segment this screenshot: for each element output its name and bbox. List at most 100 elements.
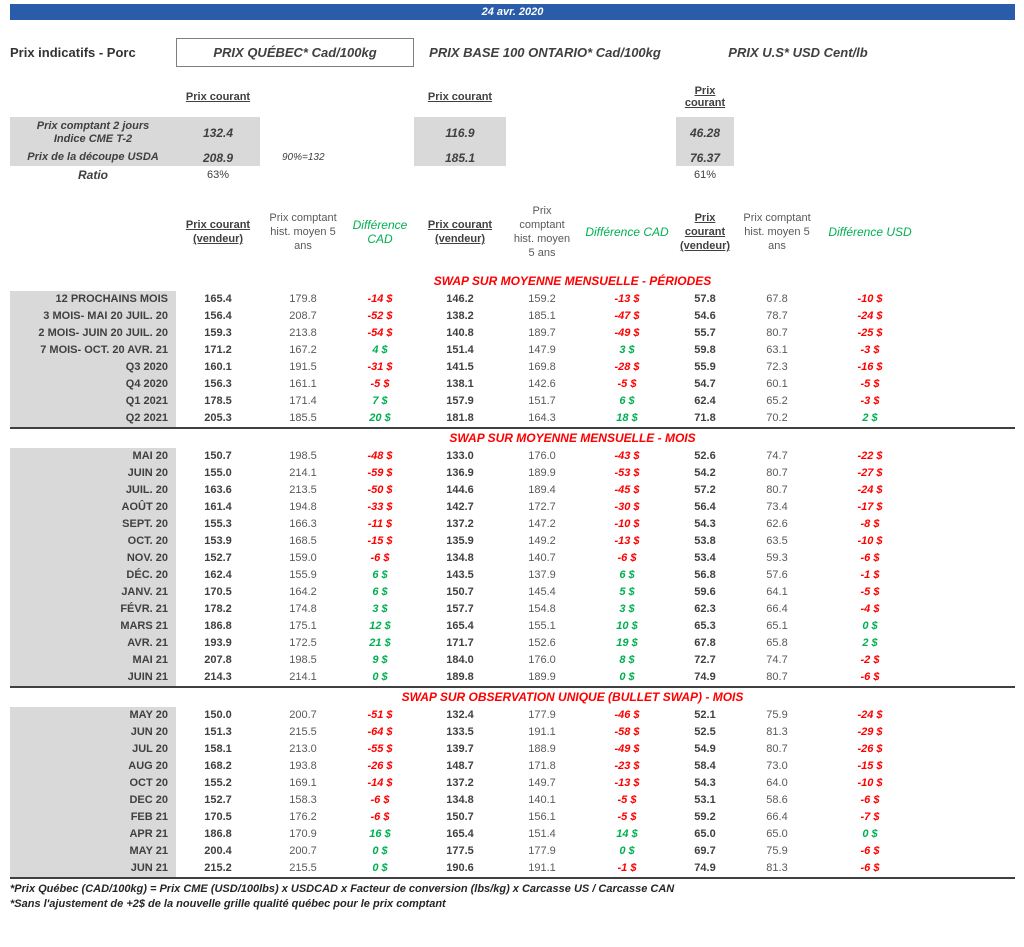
hist-price: 140.1 bbox=[528, 794, 556, 806]
prix-courant-label-quebec: Prix courant bbox=[185, 91, 251, 103]
diff-value: -28 $ bbox=[614, 361, 640, 373]
diff-value: 7 $ bbox=[372, 395, 388, 407]
hist-price: 208.7 bbox=[289, 310, 317, 322]
current-price: 155.0 bbox=[204, 467, 232, 479]
hist-price: 64.0 bbox=[766, 777, 788, 789]
row-label: Q3 2020 bbox=[10, 359, 176, 376]
diff-value: -3 $ bbox=[860, 395, 880, 407]
current-price: 163.6 bbox=[204, 484, 232, 496]
hist-price: 169.8 bbox=[528, 361, 556, 373]
row-label: 7 MOIS- OCT. 20 AVR. 21 bbox=[10, 342, 176, 359]
table-row: OCT. 20 153.9 168.5 -15 $ 135.9 149.2 -13 $ 53.… bbox=[10, 533, 1015, 550]
diff-value: -6 $ bbox=[860, 552, 880, 564]
diff-value: -17 $ bbox=[857, 501, 883, 513]
current-price: 158.1 bbox=[204, 743, 232, 755]
diff-value: -47 $ bbox=[614, 310, 640, 322]
diff-value: -6 $ bbox=[370, 794, 390, 806]
spot-cme-us: 46.28 bbox=[676, 117, 734, 149]
current-price: 138.2 bbox=[446, 310, 474, 322]
diff-value: -6 $ bbox=[617, 552, 637, 564]
current-price: 171.2 bbox=[204, 344, 232, 356]
table-row: MAY 20 150.0 200.7 -51 $ 132.4 177.9 -46 $ 52.1… bbox=[10, 707, 1015, 724]
diff-value: 16 $ bbox=[369, 828, 391, 840]
page-title: Prix indicatifs - Porc bbox=[10, 45, 136, 60]
diff-value: 0 $ bbox=[619, 671, 635, 683]
current-price: 159.3 bbox=[204, 327, 232, 339]
hist-price: 75.9 bbox=[766, 845, 788, 857]
diff-value: -51 $ bbox=[367, 709, 393, 721]
section-title: SWAP SUR OBSERVATION UNIQUE (BULLET SWAP… bbox=[10, 686, 1015, 707]
diff-value: -25 $ bbox=[857, 327, 883, 339]
hist-price: 72.3 bbox=[766, 361, 788, 373]
spot-usda-quebec: 208.9 bbox=[176, 149, 260, 166]
diff-value: -5 $ bbox=[860, 378, 880, 390]
current-price: 56.8 bbox=[694, 569, 716, 581]
hist-price: 174.8 bbox=[289, 603, 317, 615]
current-price: 62.3 bbox=[694, 603, 716, 615]
diff-value: -1 $ bbox=[860, 569, 880, 581]
diff-value: -26 $ bbox=[367, 760, 393, 772]
current-price: 184.0 bbox=[446, 654, 474, 666]
current-price: 215.2 bbox=[204, 862, 232, 874]
row-label: JANV. 21 bbox=[10, 584, 176, 601]
hist-price: 161.1 bbox=[289, 378, 317, 390]
diff-value: -58 $ bbox=[614, 726, 640, 738]
table-row: Q3 2020 160.1 191.5 -31 $ 141.5 169.8 -28 $ 55.… bbox=[10, 359, 1015, 376]
hist-price: 63.1 bbox=[766, 344, 788, 356]
diff-value: -6 $ bbox=[860, 671, 880, 683]
hist-price: 156.1 bbox=[528, 811, 556, 823]
table-row: JUIL. 20 163.6 213.5 -50 $ 144.6 189.4 -45 $ 57… bbox=[10, 482, 1015, 499]
row-label: AVR. 21 bbox=[10, 635, 176, 652]
current-price: 137.2 bbox=[446, 518, 474, 530]
diff-value: -13 $ bbox=[614, 777, 640, 789]
diff-value: 6 $ bbox=[619, 395, 635, 407]
current-price: 71.8 bbox=[694, 412, 716, 424]
diff-value: -10 $ bbox=[857, 535, 883, 547]
hist-price: 188.9 bbox=[528, 743, 556, 755]
current-price: 168.2 bbox=[204, 760, 232, 772]
hist-price: 189.4 bbox=[528, 484, 556, 496]
hist-price: 66.4 bbox=[766, 811, 788, 823]
hist-price: 176.0 bbox=[528, 450, 556, 462]
header-hist-quebec: Prix comptant hist. moyen 5 ans bbox=[269, 212, 337, 252]
hist-price: 80.7 bbox=[766, 671, 788, 683]
diff-value: -24 $ bbox=[857, 310, 883, 322]
hist-price: 214.1 bbox=[289, 467, 317, 479]
diff-value: -4 $ bbox=[860, 603, 880, 615]
diff-value: -54 $ bbox=[367, 327, 393, 339]
hist-price: 80.7 bbox=[766, 327, 788, 339]
diff-value: -59 $ bbox=[367, 467, 393, 479]
current-price: 133.0 bbox=[446, 450, 474, 462]
hist-price: 189.9 bbox=[528, 467, 556, 479]
current-price: 181.8 bbox=[446, 412, 474, 424]
hist-price: 177.9 bbox=[528, 845, 556, 857]
row-label: JUIN 20 bbox=[10, 465, 176, 482]
current-price: 171.7 bbox=[446, 637, 474, 649]
ratio-quebec: 63% bbox=[206, 169, 230, 181]
hist-price: 155.9 bbox=[289, 569, 317, 581]
hist-price: 73.4 bbox=[766, 501, 788, 513]
hist-price: 73.0 bbox=[766, 760, 788, 772]
hist-price: 166.3 bbox=[289, 518, 317, 530]
diff-value: -2 $ bbox=[860, 654, 880, 666]
header-diff-quebec: Différence CAD bbox=[352, 218, 408, 246]
diff-value: -16 $ bbox=[857, 361, 883, 373]
current-price: 150.7 bbox=[446, 811, 474, 823]
row-label: Q2 2021 bbox=[10, 410, 176, 427]
current-price: 55.9 bbox=[694, 361, 716, 373]
footnote-quebec-formula: *Prix Québec (CAD/100kg) = Prix CME (USD… bbox=[10, 883, 675, 895]
diff-value: -29 $ bbox=[857, 726, 883, 738]
header-current-quebec: Prix courant (vendeur) bbox=[185, 219, 251, 245]
current-price: 137.2 bbox=[446, 777, 474, 789]
spot-cme-label: Prix comptant 2 jours Indice CME T-2 bbox=[10, 117, 176, 149]
section-title: SWAP SUR MOYENNE MENSUELLE - MOIS bbox=[10, 427, 1015, 448]
diff-value: 0 $ bbox=[862, 620, 878, 632]
diff-value: -6 $ bbox=[860, 862, 880, 874]
footnote-adjustment: *Sans l'ajustement de +2$ de la nouvelle… bbox=[10, 898, 446, 910]
usda-note: 90%=132 bbox=[282, 152, 325, 163]
hist-price: 164.3 bbox=[528, 412, 556, 424]
current-price: 74.9 bbox=[694, 862, 716, 874]
row-label: 3 MOIS- MAI 20 JUIL. 20 bbox=[10, 308, 176, 325]
diff-value: -45 $ bbox=[614, 484, 640, 496]
diff-value: -3 $ bbox=[860, 344, 880, 356]
